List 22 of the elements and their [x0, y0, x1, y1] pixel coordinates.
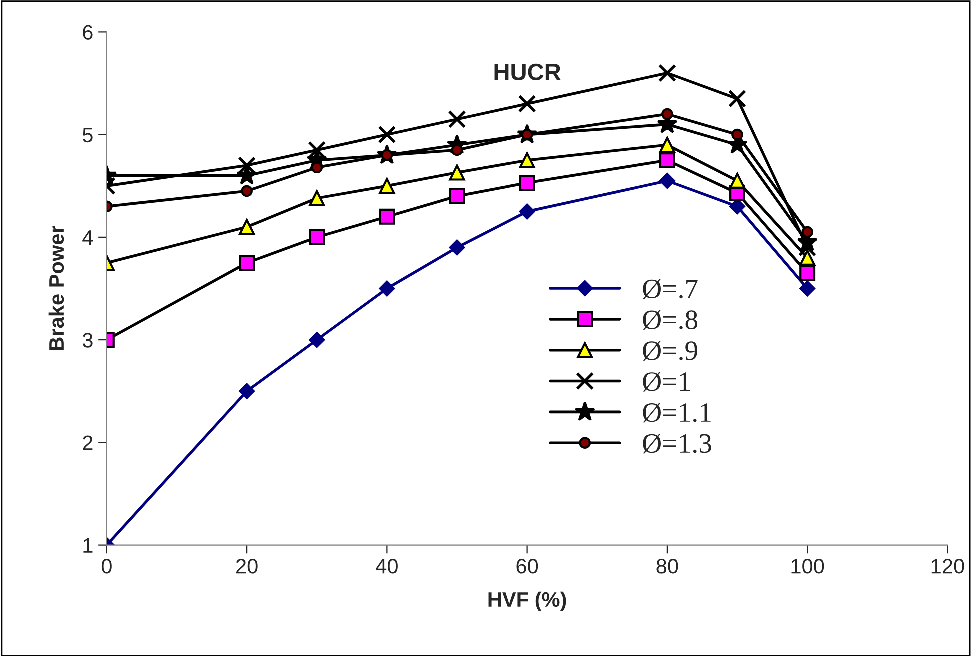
x-tick-label: 60	[516, 559, 538, 574]
text: HUCR	[494, 64, 561, 81]
x-tick-label: 20	[236, 559, 258, 574]
legend-label: Ø=.9	[643, 341, 698, 361]
legend-label: Ø=1.1	[643, 403, 711, 423]
x-tick-label: 0	[102, 559, 112, 574]
y-axis-title: Brake Power	[48, 226, 64, 350]
x-tick-label: 80	[656, 559, 678, 574]
x-tick-label: 100	[792, 559, 824, 574]
legend-label: Ø=.7	[643, 279, 698, 299]
y-tick-label: 3	[82, 333, 93, 348]
x-tick-label: 120	[932, 559, 964, 574]
x-axis-title: HVF (%)	[488, 592, 566, 612]
y-tick-label: 5	[82, 128, 93, 143]
y-tick-label: 4	[82, 230, 94, 245]
x-tick-label: 40	[376, 559, 398, 574]
legend-label: Ø=1.3	[643, 434, 712, 454]
y-tick-label: 2	[83, 436, 93, 450]
legend-label: Ø=1	[643, 372, 690, 392]
y-tick-label: 1	[84, 538, 93, 553]
y-tick-label: 6	[83, 25, 93, 40]
legend-label: Ø=.8	[643, 310, 698, 330]
